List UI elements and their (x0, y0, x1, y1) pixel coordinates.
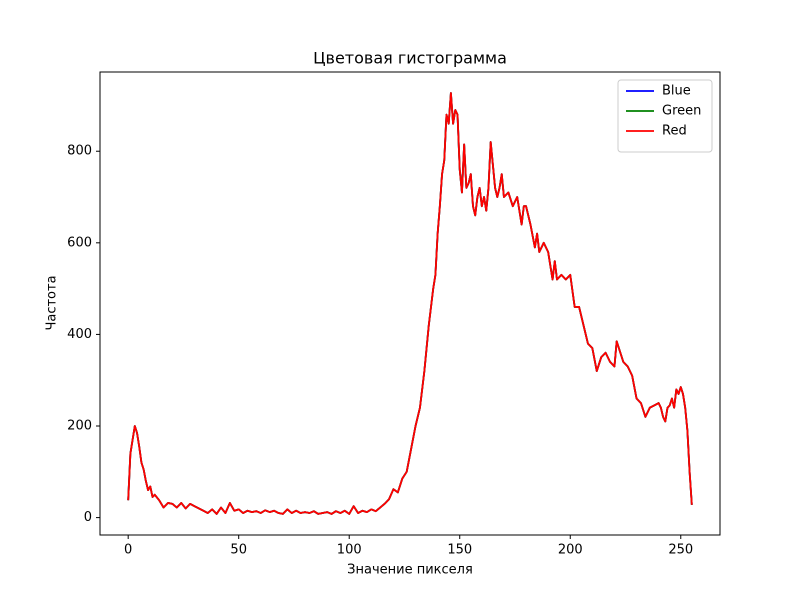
y-axis-label: Частота (45, 275, 60, 330)
legend-label: Blue (662, 84, 691, 99)
x-tick-label: 0 (124, 543, 132, 558)
axes-frame (99, 71, 721, 536)
legend-box (617, 79, 713, 153)
y-tick-label: 400 (67, 327, 92, 342)
legend-label: Red (662, 124, 687, 139)
x-tick-label: 200 (558, 543, 583, 558)
chart-title: Цветовая гистограмма (313, 49, 507, 68)
x-tick-label: 150 (447, 543, 472, 558)
y-tick-label: 800 (67, 144, 92, 159)
y-tick-label: 600 (67, 235, 92, 250)
y-tick-label: 200 (67, 419, 92, 434)
series-line (127, 92, 693, 515)
legend-label: Green (662, 104, 701, 119)
x-tick-label: 50 (230, 543, 247, 558)
x-tick-label: 250 (668, 543, 693, 558)
x-tick-label: 100 (337, 543, 362, 558)
x-axis-label: Значение пикселя (347, 563, 473, 578)
y-tick-label: 0 (84, 510, 92, 525)
